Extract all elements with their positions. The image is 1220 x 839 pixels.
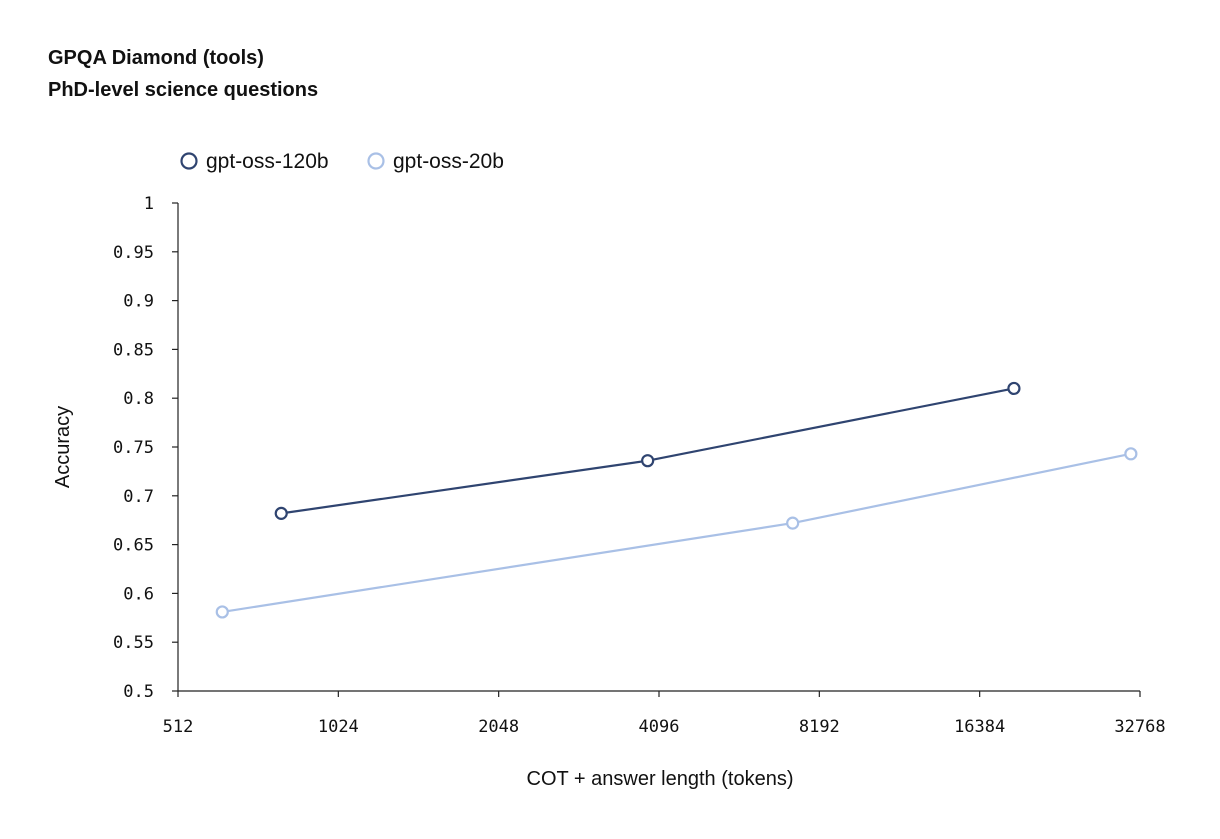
data-point (641, 454, 655, 468)
y-tick-label: 0.75 (113, 438, 154, 458)
x-tick-label: 8192 (799, 717, 840, 737)
series-gpt-oss-20b (215, 447, 1138, 619)
legend-item[interactable]: gpt-oss-120b (180, 150, 329, 173)
data-point (1124, 447, 1138, 461)
legend-marker-icon (367, 152, 385, 170)
chart-title-block: GPQA Diamond (tools) PhD-level science q… (48, 42, 318, 106)
y-tick-label: 0.8 (123, 389, 154, 409)
x-axis: 512 1024 2048 4096 8192 16384 32768 (163, 690, 1166, 737)
x-tick-label: 512 (163, 717, 194, 737)
data-point (274, 506, 288, 520)
x-tick-label: 32768 (1114, 717, 1165, 737)
y-tick-label: 0.9 (123, 292, 154, 312)
y-tick-label: 1 (144, 194, 154, 214)
y-tick-label: 0.6 (123, 584, 154, 604)
y-tick-label: 0.55 (113, 633, 154, 653)
y-tick-label: 0.5 (123, 682, 154, 702)
y-axis-title: Accuracy (52, 406, 74, 488)
y-tick-label: 0.7 (123, 487, 154, 507)
legend-item[interactable]: gpt-oss-20b (367, 150, 504, 173)
y-tick-label: 0.65 (113, 536, 154, 556)
x-tick-label: 16384 (954, 717, 1005, 737)
legend-label: gpt-oss-120b (206, 150, 329, 173)
chart-title: GPQA Diamond (tools) (48, 47, 264, 69)
x-tick-label: 1024 (318, 717, 359, 737)
y-tick-label: 0.95 (113, 243, 154, 263)
y-axis: 0.5 0.55 0.6 0.65 0.7 0.75 0.8 0.85 0.9 0.95 1 (113, 194, 179, 702)
data-point (1007, 381, 1021, 396)
data-point (786, 516, 800, 530)
y-tick-label: 0.85 (113, 340, 154, 360)
x-tick-label: 2048 (478, 717, 519, 737)
chart-subtitle: PhD-level science questions (48, 79, 319, 101)
x-tick-label: 4096 (639, 717, 680, 737)
series-gpt-oss-120b (274, 381, 1021, 520)
x-axis-title: COT + answer length (tokens) (527, 768, 794, 790)
legend-label: gpt-oss-20b (393, 150, 504, 173)
series-line (281, 387, 1015, 515)
series-line (222, 452, 1132, 613)
data-point (215, 605, 229, 619)
legend-marker-icon (180, 152, 198, 170)
legend: gpt-oss-120b gpt-oss-20b (180, 150, 504, 173)
series-layer (215, 381, 1138, 619)
